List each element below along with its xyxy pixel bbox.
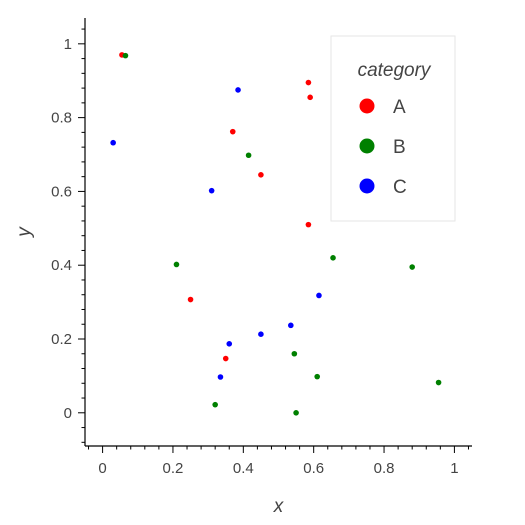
data-point-c (258, 331, 264, 338)
y-tick-label: 0.6 (51, 183, 72, 200)
x-tick-label: 1 (450, 460, 458, 477)
series-c (110, 87, 440, 380)
legend: category ABC (330, 35, 456, 222)
data-point-a (258, 172, 264, 178)
y-tick-label: 0 (64, 405, 72, 422)
y-tick-label: 0.2 (51, 331, 72, 348)
x-tick-label: 0 (98, 460, 106, 477)
data-point-b (245, 152, 252, 159)
legend-label-a: A (393, 97, 406, 118)
data-point-c (110, 139, 116, 146)
x-axis-label: x (273, 496, 285, 517)
data-point-b (173, 261, 180, 268)
y-axis-label: y (14, 226, 35, 239)
data-point-a (305, 79, 312, 86)
data-point-b (293, 409, 299, 416)
data-point-c (235, 87, 241, 93)
data-point-b (212, 401, 218, 408)
data-point-b (330, 255, 336, 261)
legend-title: category (358, 60, 432, 81)
x-tick-label: 0.6 (303, 460, 324, 477)
legend-box (330, 35, 456, 222)
data-point-b (122, 52, 129, 59)
data-point-c (226, 340, 233, 347)
series-b (122, 52, 442, 416)
x-tick-label: 0.4 (233, 460, 254, 477)
x-axis-ticks: 0 0.2 0.4 0.6 0.8 1 (88, 446, 469, 477)
data-point-b (314, 373, 321, 380)
data-point-c (208, 187, 215, 194)
x-tick-label: 0.2 (163, 460, 184, 477)
y-tick-label: 0.8 (51, 110, 72, 127)
legend-marker-b (359, 138, 375, 154)
data-point-b (409, 264, 415, 270)
x-tick-label: 0.8 (374, 460, 395, 477)
data-point-a (222, 355, 229, 362)
data-point-c (217, 374, 224, 380)
data-point-a (307, 94, 313, 101)
legend-label-b: B (393, 137, 406, 158)
y-tick-label: 0.4 (51, 257, 72, 274)
data-point-c (316, 292, 322, 299)
data-point-a (187, 296, 194, 303)
data-point-b (435, 379, 442, 386)
data-point-b (291, 350, 298, 357)
y-axis-ticks: 0 0.2 0.4 0.6 0.8 1 (51, 28, 85, 443)
y-tick-label: 1 (64, 36, 72, 53)
legend-items: ABC (359, 97, 407, 198)
data-point-a (229, 128, 236, 135)
data-point-a (305, 221, 312, 228)
data-point-c (288, 322, 294, 329)
legend-marker-a (359, 98, 375, 114)
axes: 0 0.2 0.4 0.6 0.8 1 0 0.2 0.4 0.6 0.8 1 (51, 18, 472, 477)
legend-marker-c (359, 178, 375, 194)
legend-label-c: C (393, 177, 407, 198)
